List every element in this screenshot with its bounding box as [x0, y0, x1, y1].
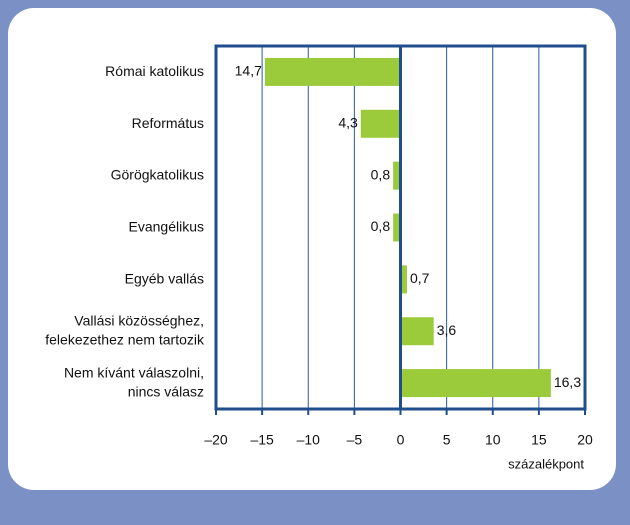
x-tick-label: 15 — [531, 432, 547, 448]
y-tick-label: Egyéb vallás — [125, 270, 204, 286]
value-label: 0,8 — [371, 218, 391, 234]
bar — [400, 369, 551, 398]
x-tick-label: –20 — [204, 432, 228, 448]
y-tick-label: Római katolikus — [105, 63, 204, 79]
y-tick-label: Református — [132, 114, 204, 130]
x-tick-label: –5 — [347, 432, 363, 448]
value-label: 4,3 — [338, 114, 358, 130]
bar — [360, 109, 401, 138]
x-axis-label: százalékpont — [508, 456, 584, 471]
bar — [400, 317, 434, 346]
value-label: 14,7 — [235, 63, 262, 79]
value-label: 0,8 — [371, 166, 391, 182]
y-tick-label: Vallási közösséghez, felekezethez nem tar… — [45, 312, 205, 347]
x-tick-label: –10 — [297, 432, 321, 448]
bar — [393, 161, 401, 190]
y-tick-label: Görögkatolikus — [111, 166, 204, 182]
x-tick-label: 5 — [443, 432, 451, 448]
value-label: 0,7 — [410, 270, 430, 286]
bar — [264, 57, 401, 86]
value-label: 3,6 — [437, 322, 457, 338]
x-tick-label: 20 — [577, 432, 593, 448]
x-tick-label: –15 — [250, 432, 274, 448]
value-label: 16,3 — [554, 374, 581, 390]
x-tick-label: 10 — [485, 432, 501, 448]
y-tick-label: Evangélikus — [129, 218, 205, 234]
y-tick-label: Nem kívánt válaszolni, nincs válasz — [64, 364, 204, 399]
bar — [400, 265, 407, 294]
bar — [393, 213, 401, 242]
x-tick-label: 0 — [397, 432, 405, 448]
plot-frame — [214, 44, 587, 411]
